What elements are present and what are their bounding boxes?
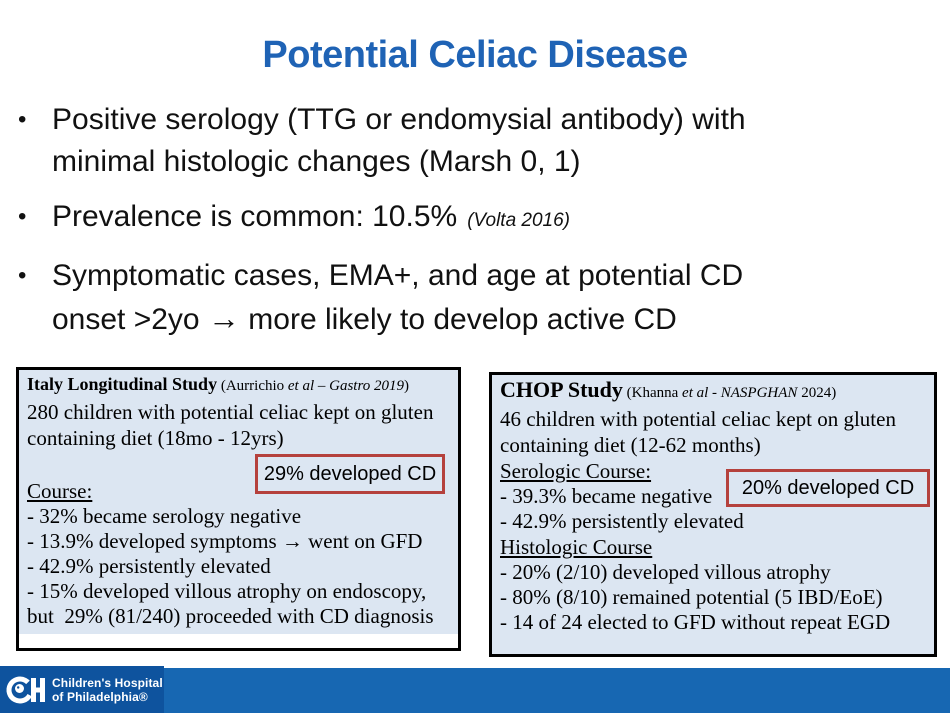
bullet-list: • Positive serology (TTG or endomysial a…: [18, 99, 898, 354]
italy-cite-italic: et al – Gastro 2019: [287, 378, 405, 394]
symptomatic-text: Symptomatic cases, EMA+, and age at pote…: [52, 259, 744, 336]
chop-intro-line1: 46 children with potential celiac kept o…: [500, 407, 896, 431]
italy-intro-line2: containing diet (18mo - 12yrs): [27, 426, 284, 450]
bullet-item-serology: • Positive serology (TTG or endomysial a…: [18, 99, 898, 183]
chop-histologic-item: - 20% (2/10) developed villous atrophy: [500, 560, 831, 584]
bullet-text: Symptomatic cases, EMA+, and age at pote…: [52, 255, 743, 341]
bullet-item-symptomatic: • Symptomatic cases, EMA+, and age at po…: [18, 255, 898, 341]
bullet-marker: •: [18, 106, 27, 133]
study-box-chop-fill: CHOP Study (Khanna et al - NASPGHAN 2024…: [492, 375, 934, 654]
bullet-marker: •: [18, 262, 27, 289]
italy-course-item: - 13.9% developed symptoms → went on GFD: [27, 529, 423, 553]
italy-cite-close: ): [404, 378, 410, 394]
chop-logo-icon: [6, 676, 45, 703]
chop-study-header: CHOP Study (Khanna et al - NASPGHAN 2024…: [500, 377, 926, 406]
chop-histologic-item: - 80% (8/10) remained potential (5 IBD/E…: [500, 585, 883, 609]
page-title: Potential Celiac Disease: [262, 34, 688, 76]
italy-course-item: but 29% (81/240) proceeded with CD diagn…: [27, 604, 434, 628]
study-box-chop: CHOP Study (Khanna et al - NASPGHAN 2024…: [489, 372, 937, 657]
chop-serologic-item: - 42.9% persistently elevated: [500, 509, 744, 533]
chop-cite-italic: et al - NASPGHAN: [682, 385, 802, 401]
callout-29-developed-cd: 29% developed CD: [255, 454, 445, 494]
chop-intro-line2: containing diet (12-62 months): [500, 433, 761, 457]
chop-serologic-item: - 39.3% became negative: [500, 484, 713, 508]
citation-volta: (Volta 2016): [467, 210, 571, 231]
chop-org-line2: of Philadelphia®: [52, 689, 148, 704]
bullet-marker: •: [18, 203, 27, 230]
chop-cite-open: (Khanna: [622, 385, 683, 401]
chop-cite-close: 2024): [801, 385, 837, 401]
italy-cite-open: (Aurrichio: [217, 378, 288, 394]
italy-course-item: - 42.9% persistently elevated: [27, 554, 271, 578]
chop-logo-text: Children's Hospital of Philadelphia®: [52, 676, 163, 704]
chop-org-line1: Children's Hospital: [52, 675, 163, 690]
chop-serologic-heading: Serologic Course:: [500, 459, 652, 483]
bullet-text: Positive serology (TTG or endomysial ant…: [52, 103, 746, 178]
bullet-item-prevalence: • Prevalence is common: 10.5% (Volta 2016…: [18, 196, 898, 242]
study-box-italy-fill: Italy Longitudinal Study (Aurrichio et a…: [19, 370, 458, 634]
italy-study-title: Italy Longitudinal Study: [27, 374, 218, 394]
italy-course-heading: Course:: [27, 479, 93, 503]
chop-logo-block: Children's Hospital of Philadelphia®: [0, 666, 164, 713]
callout-20-developed-cd: 20% developed CD: [726, 469, 930, 507]
italy-study-header: Italy Longitudinal Study (Aurrichio et a…: [27, 372, 450, 399]
prevalence-text: Prevalence is common: 10.5%: [52, 200, 458, 233]
chop-study-title: CHOP Study: [500, 377, 623, 402]
symptomatic-text-cont: more likely to develop active CD: [239, 303, 677, 336]
right-arrow-icon: →: [207, 300, 240, 336]
chop-histologic-heading: Histologic Course: [500, 535, 653, 559]
chop-histologic-item: - 14 of 24 elected to GFD without repeat…: [500, 610, 891, 634]
study-box-italy: Italy Longitudinal Study (Aurrichio et a…: [16, 367, 461, 651]
italy-course-item: - 15% developed villous atrophy on endos…: [27, 579, 427, 603]
bullet-text: Prevalence is common: 10.5% (Volta 2016): [52, 196, 570, 242]
italy-intro-line1: 280 children with potential celiac kept …: [27, 400, 434, 424]
italy-course-item: - 32% became serology negative: [27, 504, 302, 528]
